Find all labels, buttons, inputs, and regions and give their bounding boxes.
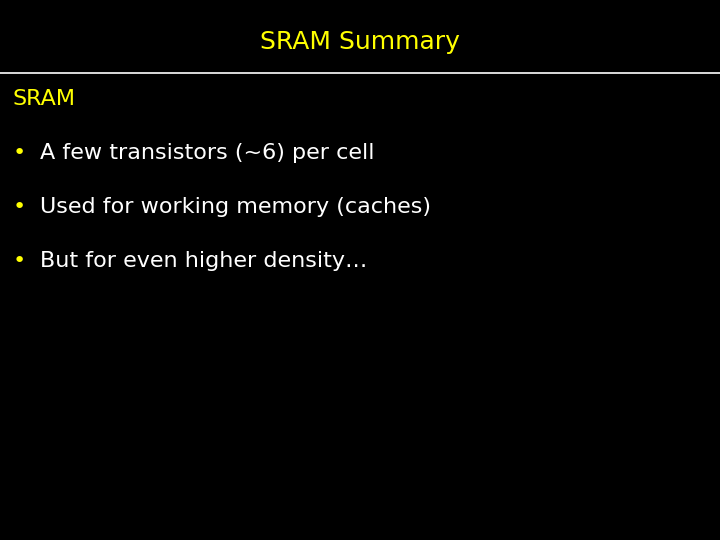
Text: But for even higher density…: But for even higher density… bbox=[40, 251, 367, 271]
Text: •: • bbox=[13, 143, 26, 163]
Text: A few transistors (~6) per cell: A few transistors (~6) per cell bbox=[40, 143, 374, 163]
Text: Used for working memory (caches): Used for working memory (caches) bbox=[40, 197, 431, 217]
Text: SRAM Summary: SRAM Summary bbox=[260, 30, 460, 53]
Text: •: • bbox=[13, 251, 26, 271]
Text: SRAM: SRAM bbox=[13, 89, 76, 109]
Text: •: • bbox=[13, 197, 26, 217]
